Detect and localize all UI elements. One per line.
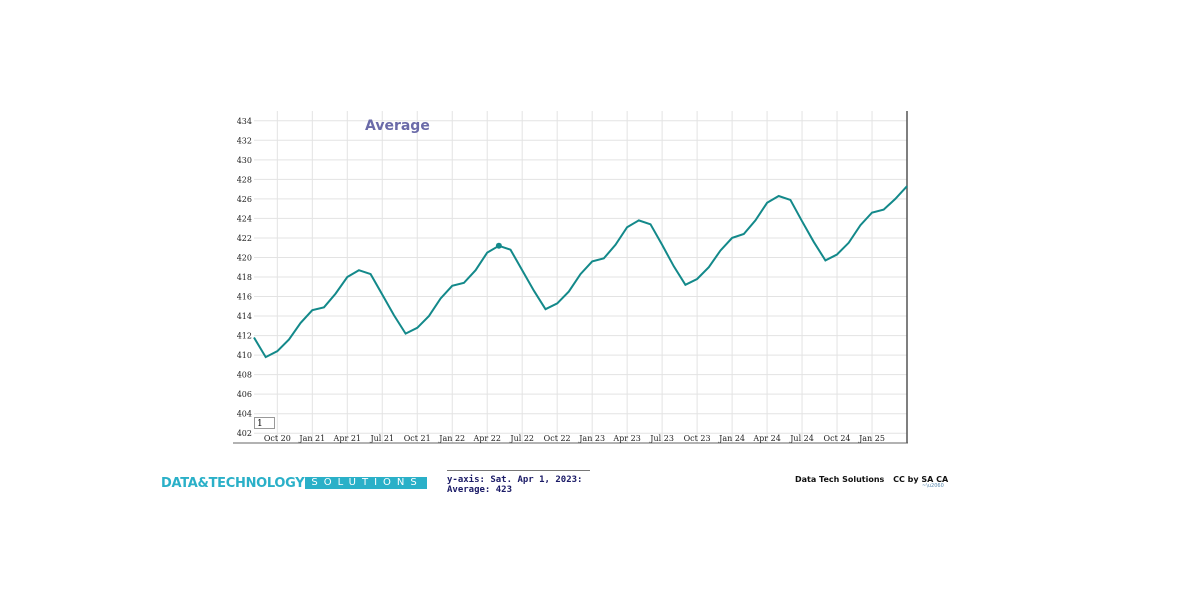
logo-right-text: SOLUTIONS (305, 477, 427, 489)
x-tick-label: Jul 22 (509, 434, 534, 443)
x-tick-label: Jan 22 (438, 434, 465, 443)
y-tick-label: 414 (237, 312, 252, 321)
y-tick-label: 430 (237, 156, 252, 165)
y-tick-label: 416 (237, 293, 252, 302)
x-tick-label: Apr 22 (472, 434, 500, 443)
x-tick-label: Oct 21 (404, 434, 431, 443)
y-tick-label: 428 (237, 175, 252, 184)
x-tick-label: Jul 21 (369, 434, 394, 443)
y-tick-label: 406 (237, 390, 252, 399)
x-tick-label: Apr 21 (333, 434, 361, 443)
y-tick-labels: 402 404 406 408 410 412 414 416 418 420 422 424 426 4… (237, 117, 252, 438)
x-tick-label: Oct 24 (824, 434, 851, 443)
y-tick-label: 410 (237, 351, 252, 360)
y-tick-label: 434 (237, 117, 252, 126)
company-logo: DATA&TECHNOLOGY SOLUTIONS (161, 475, 427, 491)
hover-readout: y-axis: Sat. Apr 1, 2023: Average: 423 (447, 475, 582, 495)
credits-license: CC by SA CA (893, 475, 949, 484)
x-tick-label: Oct 22 (544, 434, 571, 443)
x-tick-label: Jul 24 (789, 434, 814, 443)
chart-title: Average (365, 118, 430, 134)
y-tick-label: 420 (237, 253, 252, 262)
readout-divider (447, 470, 590, 471)
x-tick-label: Jul 23 (649, 434, 674, 443)
y-tick-label: 422 (237, 234, 252, 243)
y-tick-label: 432 (237, 136, 252, 145)
x-tick-label: Apr 23 (612, 434, 640, 443)
y-tick-label: 408 (237, 371, 252, 380)
y-tick-label: 426 (237, 195, 252, 204)
x-tick-label: Jan 24 (718, 434, 745, 443)
range-input[interactable]: 1 (254, 417, 275, 429)
highlight-point[interactable] (495, 242, 502, 249)
series-line (253, 185, 908, 359)
x-tick-label: Oct 23 (684, 434, 711, 443)
credits-name: Data Tech Solutions (795, 475, 885, 484)
axes (233, 111, 908, 444)
small-mark: ~\u2060 (922, 483, 944, 489)
y-tick-label: 418 (237, 273, 252, 282)
x-tick-label: Apr 24 (752, 434, 780, 443)
y-tick-label: 404 (237, 410, 252, 419)
readout-line-2: Average: 423 (447, 485, 513, 495)
x-tick-label: Jan 23 (578, 434, 605, 443)
x-tick-label: Jan 21 (298, 434, 325, 443)
logo-left-text: DATA&TECHNOLOGY (161, 475, 305, 491)
readout-line-1: y-axis: Sat. Apr 1, 2023: (447, 475, 583, 485)
y-tick-label: 424 (237, 214, 252, 223)
x-tick-label: Jan 25 (858, 434, 885, 443)
grid (254, 111, 907, 443)
x-tick-labels: Oct 20 Jan 21 Apr 21 Jul 21 Oct 21 Jan 22 Apr … (264, 434, 885, 443)
credits: Data Tech Solutions CC by SA CA (795, 475, 954, 484)
y-tick-label: 402 (237, 429, 252, 438)
y-tick-label: 412 (237, 332, 252, 341)
x-tick-label: Oct 20 (264, 434, 291, 443)
